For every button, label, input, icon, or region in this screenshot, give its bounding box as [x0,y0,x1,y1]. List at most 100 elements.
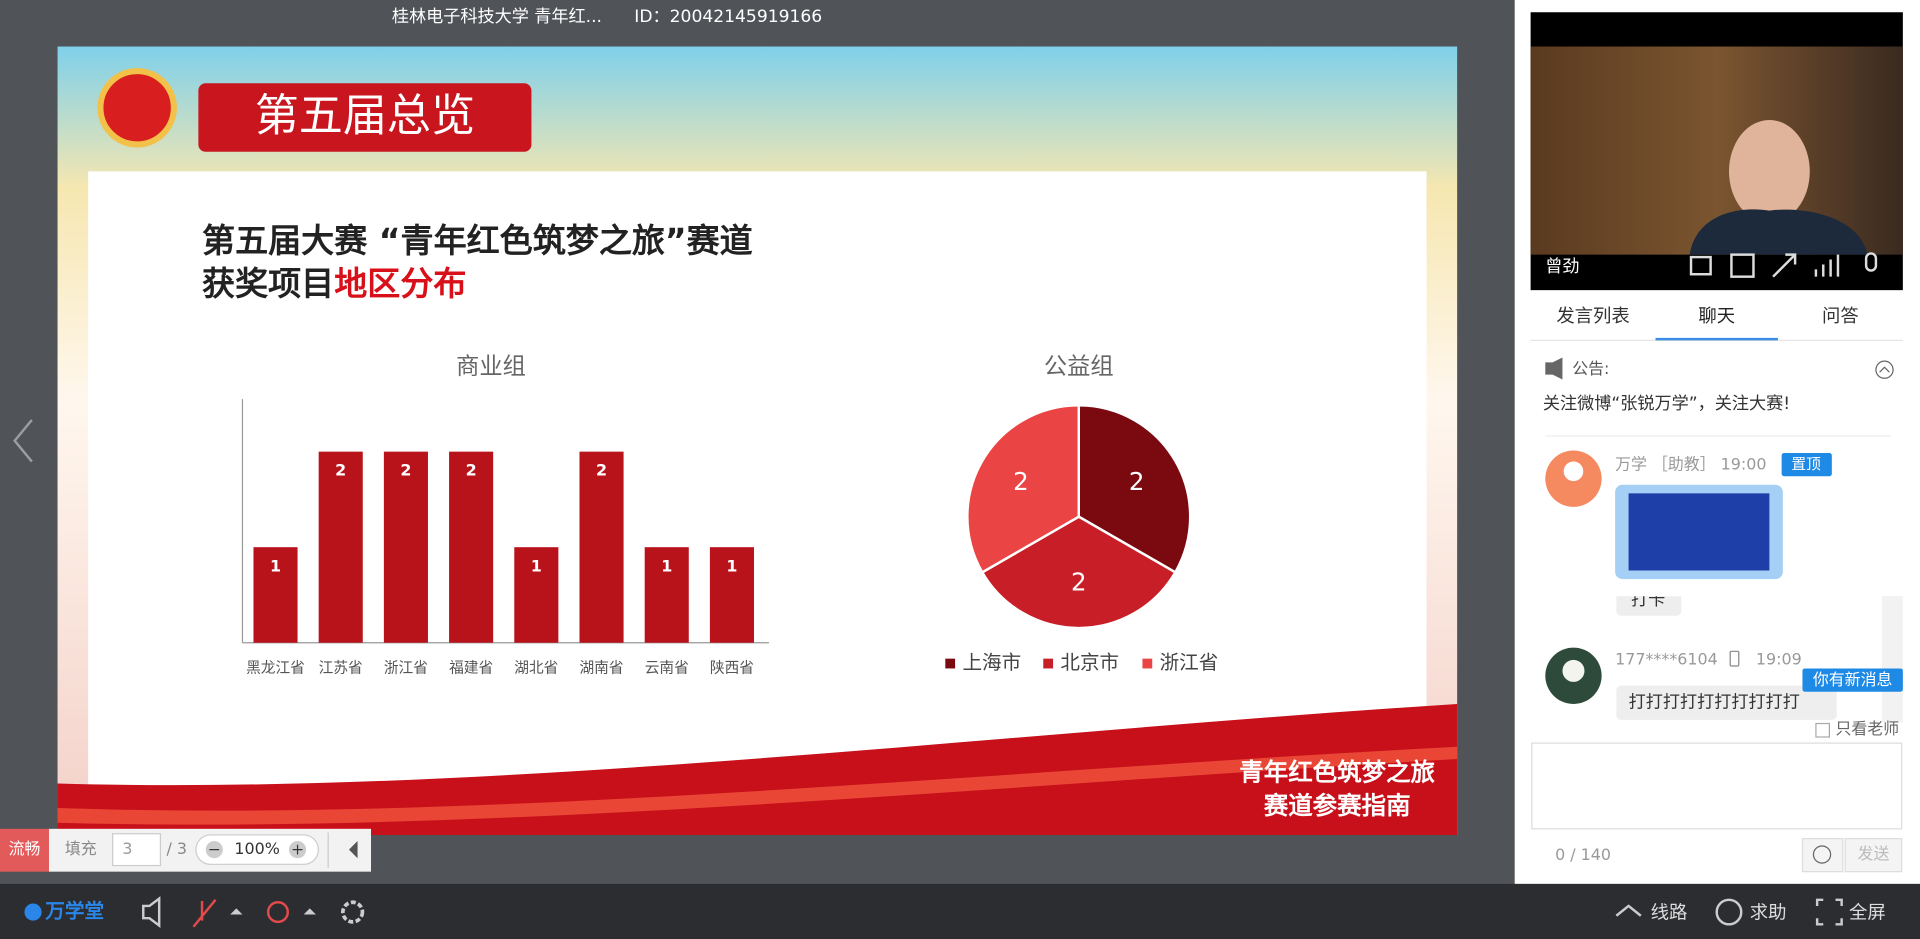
slide-panel [88,171,1427,796]
value-label: 2 [335,461,346,480]
message-sender: 177****6104 [1615,649,1718,668]
speaker-body [1689,209,1868,255]
logo: 万学堂 [44,900,104,923]
bar [644,547,689,643]
zoom-in-icon [292,844,303,855]
party-emblem [97,67,177,148]
tab-active[interactable]: 聊天 [1698,306,1735,327]
slide-controls: 流畅 填充 3 / 3 100% [0,828,372,872]
x-tick-label: 湖南省 [579,659,623,676]
value-label: 1 [531,556,542,575]
legend-label: 北京市 [1060,651,1119,674]
slide-footer-2: 赛道参赛指南 [1263,791,1411,820]
send-text: 发送 [1858,844,1890,863]
legend-swatch [1142,658,1153,669]
bar [449,451,494,643]
banner [198,83,532,152]
emoji-button[interactable] [1801,837,1844,873]
new-message-badge[interactable] [1802,668,1903,692]
value-label: 1 [270,556,281,575]
teacher-only-checkbox[interactable] [1815,722,1830,738]
bar [318,451,363,643]
phone-icon [1729,650,1740,667]
side-panel: 曾劲 发言列表 聊天 问答 公告: 关注微博“张锐万学”，关注大赛! 万学 ［助… [1514,0,1920,884]
chat-input[interactable] [1531,742,1903,830]
message-bubble [1616,596,1682,616]
pie-slice [966,404,1080,575]
speaker-button[interactable] [142,896,161,928]
scrollbar[interactable] [1882,596,1903,723]
video-icon[interactable] [1689,255,1712,276]
route[interactable]: 线路 [1651,902,1688,923]
video-popout[interactable] [1730,253,1755,278]
page-number: 3 [122,839,132,858]
avatar-head [1563,461,1584,482]
message-text: 打打打打打打打打打打 [1629,693,1800,713]
x-tick-label: 湖北省 [514,659,558,676]
zoom-group [195,834,319,865]
video-fullscreen[interactable] [1772,253,1797,278]
pie-slice [1077,404,1192,575]
notice-icon [1545,357,1563,380]
x-tick-label: 浙江省 [384,659,428,676]
toolbar-bg [0,883,1920,939]
mic-menu[interactable] [230,908,243,915]
settings-button[interactable] [341,900,365,924]
slice-label: 2 [1129,467,1145,496]
bar [253,547,298,643]
value-label: 2 [466,461,477,480]
help[interactable]: 求助 [1750,902,1787,923]
image-thumbnail [1628,493,1770,571]
signal [1814,254,1840,277]
prev-arrow[interactable] [13,419,33,463]
x-tick-label: 云南省 [645,659,689,676]
legend-swatch [1043,658,1054,669]
x-tick-label: 黑龙江省 [246,659,305,676]
bar [514,547,559,643]
new-message-text: 你有新消息 [1813,670,1893,689]
x-tick-label: 福建省 [449,659,493,676]
heading-prefix: 获奖项目 [202,264,334,303]
page-total: / 3 [167,839,188,858]
teacher-only-label: 只看老师 [1836,719,1900,738]
value-label: 1 [726,556,737,575]
zoom-level: 100% [234,839,279,858]
mic[interactable] [1864,252,1878,272]
slide-swoosh [57,703,1458,835]
video-name: 曾劲 [1545,257,1579,277]
fill-mode[interactable]: 填充 [65,839,97,858]
slide-heading: 第五届大赛 “青年红色筑梦之旅”赛道 [202,221,753,260]
camera-button[interactable] [266,901,289,924]
x-tick-label: 陕西省 [710,659,754,676]
tab[interactable]: 问答 [1822,306,1859,327]
notice-label: 公告: [1572,359,1609,378]
help-icon [1715,898,1743,926]
page-input[interactable] [112,833,162,867]
logo-mark [24,903,42,921]
tab[interactable]: 发言列表 [1556,306,1629,327]
bar [709,547,754,643]
value-label: 2 [400,461,411,480]
notice-collapse-icon [1879,366,1890,373]
send-button[interactable] [1844,837,1903,873]
meeting-id: ID：20042145919166 [634,7,822,27]
bar [383,451,428,643]
fullscreen[interactable]: 全屏 [1849,902,1886,923]
avatar-flower [1562,659,1585,682]
chart-title: 商业组 [456,353,526,380]
pin-badge [1781,452,1832,477]
meeting-title: 桂林电子科技大学 青年红... [392,7,602,27]
slice-label: 2 [1013,467,1029,496]
mic-button[interactable] [192,899,217,928]
message-text: 打卡 [1631,590,1665,610]
legend-label: 上海市 [962,651,1021,674]
char-counter: 0 / 140 [1555,845,1611,864]
notice-collapse[interactable] [1875,360,1894,379]
legend-swatch [945,658,956,669]
pie-slice [980,515,1177,630]
camera-menu[interactable] [303,908,316,915]
collapse-controls[interactable] [348,841,358,859]
status: 流畅 [9,839,41,858]
